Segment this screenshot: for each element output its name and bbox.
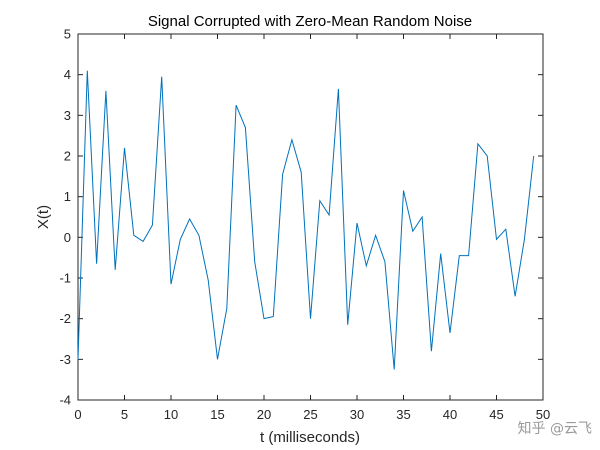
x-tick-label: 35 (396, 407, 410, 422)
x-tick-label: 25 (303, 407, 317, 422)
x-tick-label: 45 (489, 407, 503, 422)
y-tick-label: 4 (64, 67, 71, 82)
x-axis-label: t (milliseconds) (260, 429, 360, 446)
x-tick-label: 0 (74, 407, 81, 422)
x-tick-label: 20 (257, 407, 271, 422)
y-tick-label: 3 (64, 108, 71, 123)
x-tick-label: 15 (210, 407, 224, 422)
y-tick-label: 5 (64, 27, 71, 42)
x-tick-label: 50 (536, 407, 550, 422)
y-tick-label: -1 (59, 271, 71, 286)
y-tick-label: -2 (59, 311, 71, 326)
x-tick-label: 40 (443, 407, 457, 422)
plot-area (77, 33, 544, 401)
x-tick-label: 5 (121, 407, 128, 422)
chart-title: Signal Corrupted with Zero-Mean Random N… (148, 13, 472, 30)
y-tick-label: 2 (64, 149, 71, 164)
y-tick-label: 0 (64, 230, 71, 245)
y-tick-label: -4 (59, 393, 71, 408)
watermark: 知乎 @云飞 (518, 420, 592, 437)
y-axis-label: X(t) (35, 205, 52, 229)
x-tick-label: 10 (164, 407, 178, 422)
x-tick-label: 30 (350, 407, 364, 422)
y-tick-label: -3 (59, 352, 71, 367)
series-line (77, 70, 535, 370)
y-tick-label: 1 (64, 189, 71, 204)
axis-ticks (77, 33, 544, 401)
